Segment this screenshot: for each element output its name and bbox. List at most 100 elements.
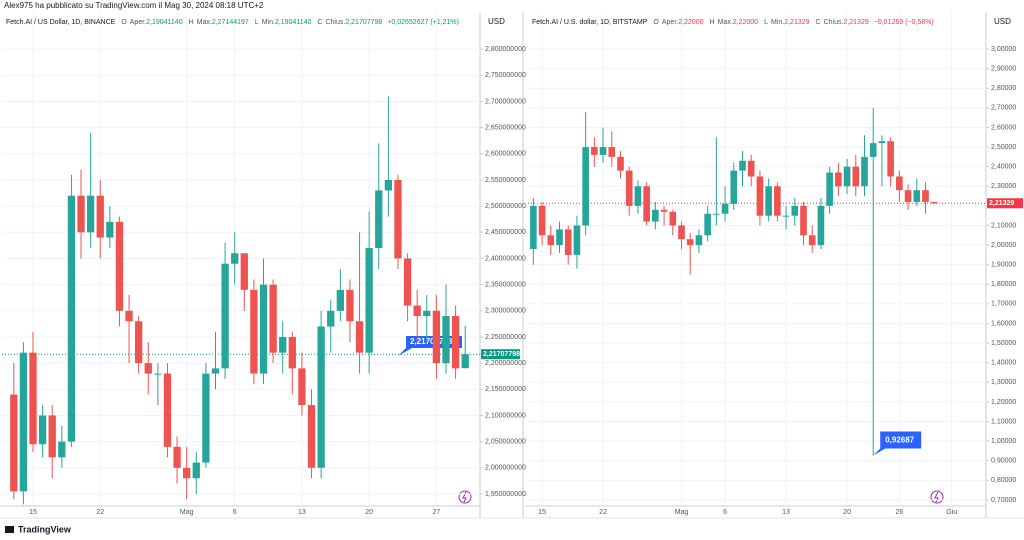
callout-label: 0,92687 — [885, 436, 914, 445]
candle-body — [643, 186, 650, 222]
candle-body — [413, 305, 421, 317]
y-tick-label: 1,10000 — [991, 418, 1016, 425]
y-tick-label: 2,400000000 — [485, 255, 526, 262]
candle-body — [86, 195, 95, 233]
y-tick-label: 1,60000 — [991, 320, 1016, 327]
brand: TradingView — [18, 524, 72, 534]
x-tick-label: 6 — [233, 509, 237, 516]
candle-body — [843, 166, 851, 187]
candle-body — [817, 205, 825, 246]
x-tick-label: 6 — [723, 509, 727, 516]
y-tick-label: 2,100000000 — [485, 412, 526, 419]
candle-body — [183, 467, 191, 479]
candle-body — [288, 336, 296, 369]
legend-value: 2,21707798 — [345, 19, 382, 26]
legend-key: L — [764, 19, 768, 26]
legend-key: C — [317, 19, 322, 26]
y-tick-label: 2,750000000 — [485, 72, 526, 79]
y-tick-label: 1,20000 — [991, 399, 1016, 406]
legend-key: O — [121, 19, 127, 26]
y-tick-label: 2,150000000 — [485, 386, 526, 393]
candle-body — [432, 310, 441, 364]
x-tick-label: 13 — [782, 509, 790, 516]
legend-change: +0,02652627 (+1,21%) — [387, 19, 459, 26]
candle-body — [19, 352, 28, 492]
callout-box — [873, 431, 922, 456]
last-price-label: 2,21329 — [989, 200, 1014, 207]
y-tick-label: 2,40000 — [991, 164, 1016, 171]
y-tick-label: 2,050000000 — [485, 438, 526, 445]
y-tick-label: 0,70000 — [991, 497, 1016, 504]
y-tick-label: 2,50000 — [991, 144, 1016, 151]
candle-body — [259, 284, 268, 374]
candle-body — [896, 176, 903, 191]
legend-label: Aper. — [662, 19, 678, 26]
candle-body — [782, 215, 790, 217]
candle-body — [652, 209, 659, 222]
y-tick-label: 2,700000000 — [485, 98, 526, 105]
candle-body — [250, 289, 258, 374]
candle-body — [192, 462, 200, 479]
candle-body — [826, 172, 833, 206]
published-note: Alex975 ha pubblicato su TradingView.com… — [4, 1, 264, 10]
legend-value: 2,19041140 — [146, 19, 183, 26]
legend-value: 2,21329 — [843, 19, 868, 26]
candle-body — [861, 156, 868, 187]
candle-body — [913, 190, 921, 202]
candle-body — [202, 373, 210, 463]
candle-body — [298, 368, 306, 406]
candle-body — [556, 229, 563, 246]
candle-body — [327, 310, 335, 327]
candle-body — [617, 156, 624, 171]
y-tick-label: 2,80000 — [991, 85, 1016, 92]
flash-icon — [458, 490, 472, 504]
candle-body — [660, 209, 668, 212]
y-tick-label: 2,600000000 — [485, 151, 526, 158]
candle-body — [163, 373, 172, 447]
candle-body — [739, 160, 746, 171]
candle-body — [394, 179, 402, 259]
y-tick-label: 1,950000000 — [485, 491, 526, 498]
candle-body — [930, 201, 938, 204]
candle-body — [48, 415, 56, 458]
x-tick-label: 22 — [96, 509, 104, 516]
candle-body — [403, 258, 412, 306]
candle-body — [713, 213, 720, 215]
candle-body — [279, 336, 287, 353]
y-tick-label: 1,40000 — [991, 360, 1016, 367]
legend-label: Chius. — [824, 19, 844, 26]
candle-body — [922, 190, 929, 202]
candle-body — [221, 263, 229, 369]
legend-value: 2,21329 — [784, 19, 809, 26]
legend-key: O — [653, 19, 659, 26]
legend-change: −0,01269 (−0,58%) — [874, 19, 934, 26]
y-tick-label: 2,500000000 — [485, 203, 526, 210]
candle-body — [173, 446, 181, 468]
candle-body — [384, 179, 393, 191]
last-price-tag — [987, 198, 1023, 209]
legend-key: H — [710, 19, 715, 26]
candle-body — [231, 253, 239, 264]
candle-body — [96, 195, 104, 238]
candle-body — [240, 253, 248, 290]
y-tick-label: 2,300000000 — [485, 308, 526, 315]
x-tick-label: 15 — [29, 509, 37, 516]
x-tick-label: Mag — [675, 509, 689, 516]
last-price-tag — [481, 349, 520, 360]
legend-label: Chius. — [325, 19, 345, 26]
legend-label: Max. — [197, 19, 212, 26]
legend-key: H — [189, 19, 194, 26]
candle-body — [29, 352, 37, 445]
candle-body — [317, 326, 325, 468]
y-tick-label: 2,450000000 — [485, 229, 526, 236]
y-tick-label: 1,00000 — [991, 438, 1016, 445]
y-tick-label: 2,800000000 — [485, 46, 526, 53]
y-tick-label: 2,200000000 — [485, 360, 526, 367]
candle-body — [211, 368, 220, 374]
candle-body — [887, 141, 894, 177]
candle-body — [869, 143, 877, 157]
x-tick-label: 20 — [365, 509, 373, 516]
legend-label: Aper. — [130, 19, 146, 26]
y-tick-label: 0,80000 — [991, 477, 1016, 484]
